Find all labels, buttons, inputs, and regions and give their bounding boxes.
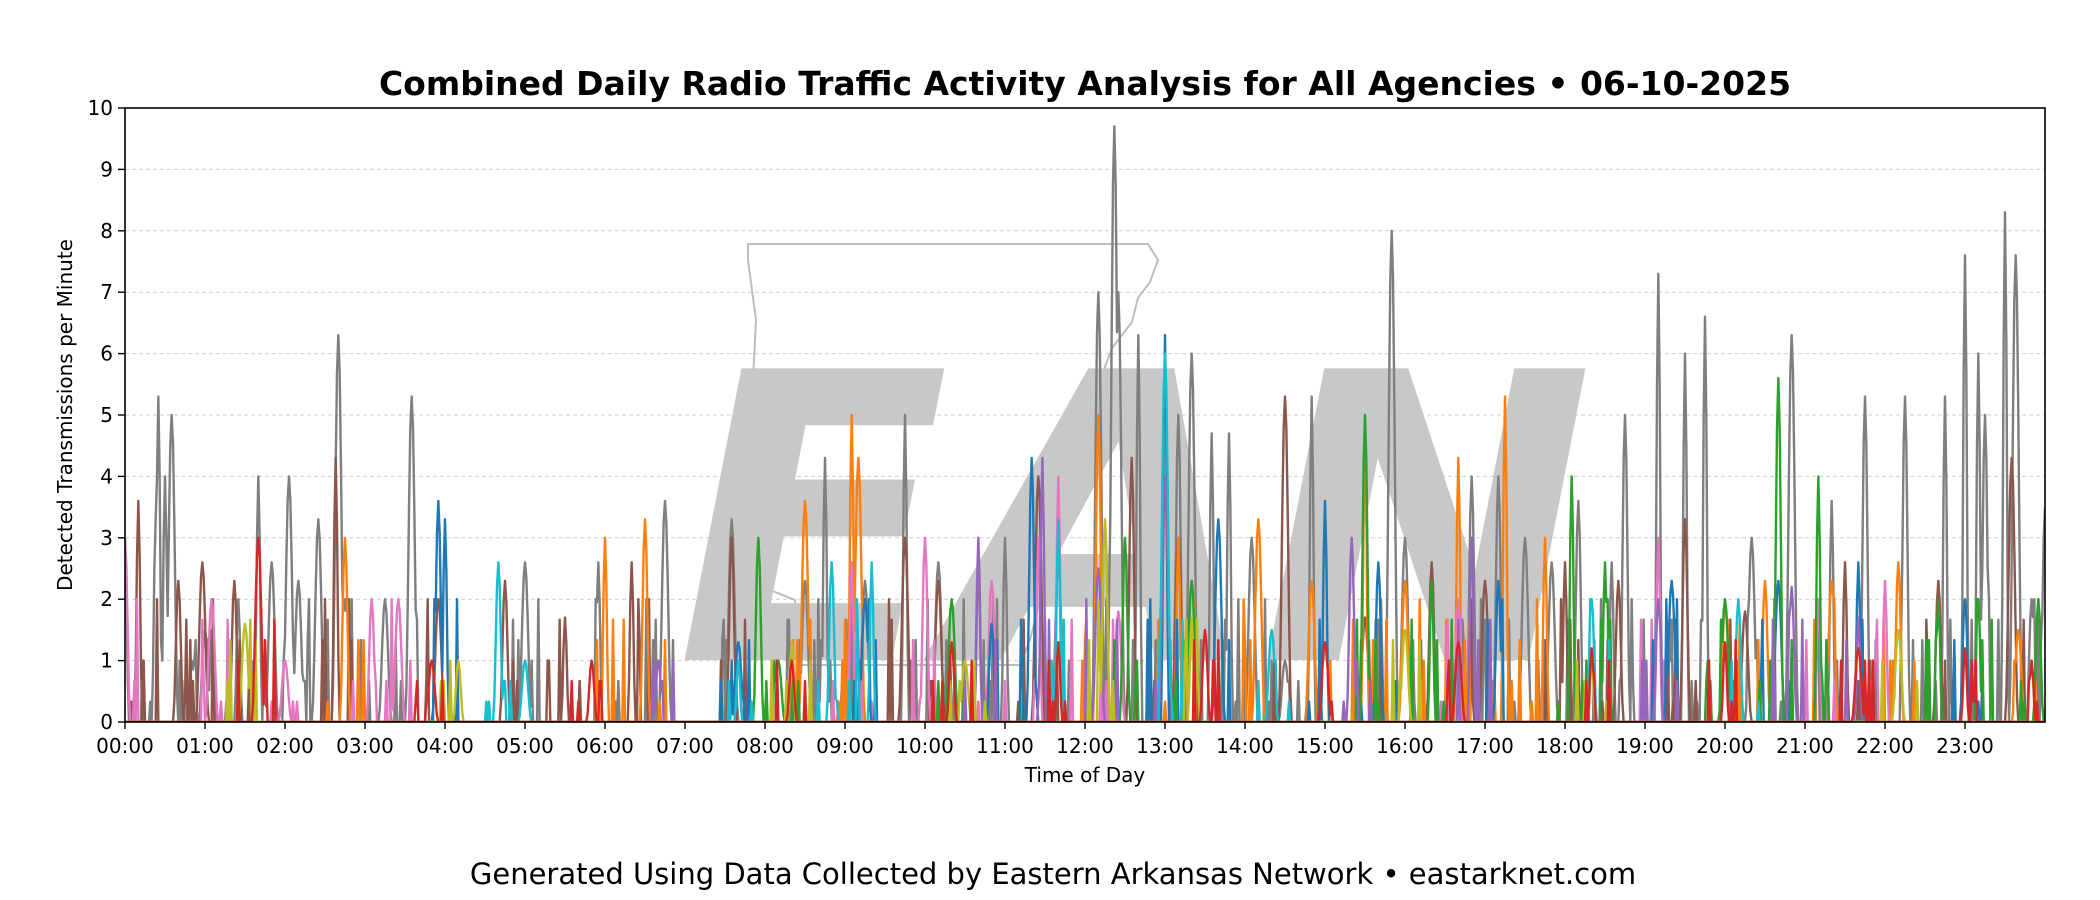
x-tick-label: 05:00 (496, 734, 554, 758)
x-tick-label: 00:00 (96, 734, 154, 758)
y-tick-label: 3 (100, 526, 113, 550)
x-tick-label: 17:00 (1456, 734, 1514, 758)
x-tick-label: 13:00 (1136, 734, 1194, 758)
x-tick-label: 22:00 (1856, 734, 1914, 758)
chart-title: Combined Daily Radio Traffic Activity An… (379, 64, 1791, 103)
y-tick-label: 8 (100, 219, 113, 243)
footer-credit: Generated Using Data Collected by Easter… (470, 857, 1636, 891)
y-tick-label: 1 (100, 649, 113, 673)
y-tick-label: 4 (100, 464, 113, 488)
x-tick-label: 06:00 (576, 734, 634, 758)
watermark-river-line (1058, 303, 1192, 641)
x-tick-label: 12:00 (1056, 734, 1114, 758)
x-tick-label: 14:00 (1216, 734, 1274, 758)
x-tick-label: 09:00 (816, 734, 874, 758)
x-tick-label: 10:00 (896, 734, 954, 758)
series-layer (125, 125, 2045, 722)
y-tick-label: 10 (88, 96, 113, 120)
y-tick-label: 5 (100, 403, 113, 427)
x-tick-label: 11:00 (976, 734, 1034, 758)
x-tick-label: 07:00 (656, 734, 714, 758)
x-tick-label: 16:00 (1376, 734, 1434, 758)
y-tick-label: 9 (100, 157, 113, 181)
x-tick-label: 15:00 (1296, 734, 1354, 758)
x-tick-label: 08:00 (736, 734, 794, 758)
x-tick-label: 23:00 (1936, 734, 1994, 758)
x-tick-label: 01:00 (176, 734, 234, 758)
x-tick-label: 21:00 (1776, 734, 1834, 758)
x-axis: 00:00 01:00 02:00 03:00 04:00 05:00 06:00 07:00… (96, 722, 1994, 758)
y-tick-label: 6 (100, 342, 113, 366)
y-tick-label: 7 (100, 280, 113, 304)
x-tick-label: 19:00 (1616, 734, 1674, 758)
y-axis-label: Detected Transmissions per Minute (53, 239, 77, 591)
x-tick-label: 02:00 (256, 734, 314, 758)
x-tick-label: 03:00 (336, 734, 394, 758)
x-axis-label: Time of Day (1024, 763, 1146, 787)
series-line-10 (125, 536, 2045, 722)
x-tick-label: 04:00 (416, 734, 474, 758)
series-line-6 (125, 376, 2045, 722)
y-tick-label: 2 (100, 587, 113, 611)
x-tick-label: 20:00 (1696, 734, 1754, 758)
series-line-5 (125, 333, 2045, 722)
x-tick-label: 18:00 (1536, 734, 1594, 758)
y-axis: 0 1 2 3 4 5 6 7 8 9 10 (88, 96, 125, 734)
y-tick-label: 0 (100, 710, 113, 734)
